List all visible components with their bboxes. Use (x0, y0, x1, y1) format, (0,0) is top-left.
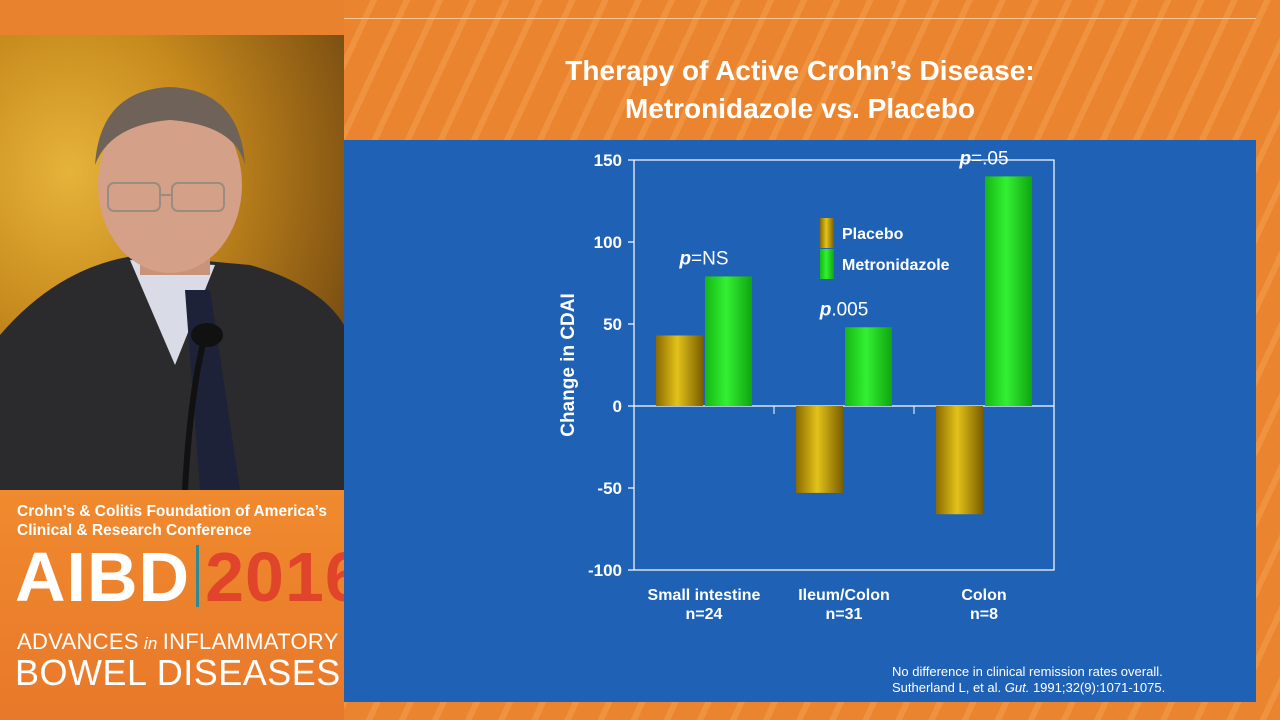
top-divider (344, 18, 1256, 19)
presentation-slide: Therapy of Active Crohn’s Disease: Metro… (344, 0, 1280, 720)
organization-name: Crohn’s & Colitis Foundation of America’… (17, 502, 337, 540)
p-value-annotation: p=NS (678, 248, 728, 269)
placebo-bar (796, 406, 843, 493)
org-line-1: Crohn’s & Colitis Foundation of America’… (17, 503, 328, 520)
conference-subtitle-2: BOWEL DISEASES (15, 652, 341, 693)
y-tick-label: -50 (597, 479, 622, 498)
placebo-bar (936, 406, 983, 515)
speaker-video (0, 35, 344, 490)
conference-branding: Crohn’s & Colitis Foundation of America’… (0, 490, 364, 720)
category-n-label: n=8 (970, 606, 998, 623)
subtitle-word-advances: ADVANCES (17, 629, 139, 654)
p-value-text: .005 (831, 299, 868, 320)
legend-swatch (820, 218, 834, 248)
subtitle-word-in: in (138, 634, 163, 653)
footnote-line-1: No difference in clinical remission rate… (892, 664, 1163, 679)
plot-frame (633, 159, 1055, 571)
metronidazole-bar (985, 176, 1032, 406)
subtitle-word-inflammatory: INFLAMMATORY (162, 629, 339, 654)
chart-panel: 150 100 50 0 -50 -100 Change in CDAI Small inte… (344, 140, 1256, 702)
y-tick-label: -100 (588, 561, 622, 580)
y-tick-label: 150 (594, 151, 622, 170)
category-n-label: n=31 (826, 606, 863, 623)
category-n-label: n=24 (686, 606, 723, 623)
title-line-1: Therapy of Active Crohn’s Disease: (565, 55, 1035, 86)
placebo-bar (656, 335, 703, 406)
p-value-annotation: p=.05 (958, 148, 1008, 169)
metronidazole-bar (705, 276, 752, 406)
legend-label: Metronidazole (842, 257, 950, 274)
slide-title: Therapy of Active Crohn’s Disease: Metro… (344, 52, 1256, 128)
citation-volume: 1991;32(9):1071-1075. (1029, 680, 1166, 695)
category-label: Colon (961, 587, 1006, 604)
p-symbol: p (958, 148, 971, 169)
legend-label: Placebo (842, 226, 904, 243)
bar-chart: 150 100 50 0 -50 -100 Change in CDAI Small inte… (558, 148, 1055, 623)
y-tick-label: 50 (603, 315, 622, 334)
category-label: Ileum/Colon (798, 587, 890, 604)
citation-journal: Gut. (1004, 680, 1030, 695)
conference-year: 2016 (205, 538, 365, 616)
metronidazole-bar (845, 327, 892, 406)
speaker-image (0, 87, 344, 490)
p-symbol: p (819, 299, 832, 320)
org-line-2: Clinical & Research Conference (17, 522, 252, 539)
y-axis-label: Change in CDAI (558, 293, 579, 437)
p-value-text: =.05 (971, 148, 1009, 169)
conference-logo: AIBD 2016 (15, 542, 365, 612)
category-label: Small intestine (648, 587, 761, 604)
citation-authors: Sutherland L, et al. (892, 680, 1005, 695)
p-symbol: p (678, 248, 691, 269)
citation: Sutherland L, et al. Gut. 1991;32(9):107… (892, 680, 1165, 696)
conference-acronym: AIBD (15, 538, 191, 616)
slide-footnote: No difference in clinical remission rate… (892, 664, 1165, 696)
title-line-2: Metronidazole vs. Placebo (624, 93, 976, 124)
p-value-text: =NS (691, 248, 729, 269)
logo-divider (196, 545, 200, 607)
p-value-annotation: p.005 (819, 299, 869, 320)
y-tick-label: 0 (613, 397, 622, 416)
conference-subtitle-1: ADVANCES in INFLAMMATORY (17, 629, 339, 655)
y-tick-label: 100 (594, 233, 622, 252)
legend-swatch (820, 249, 834, 279)
